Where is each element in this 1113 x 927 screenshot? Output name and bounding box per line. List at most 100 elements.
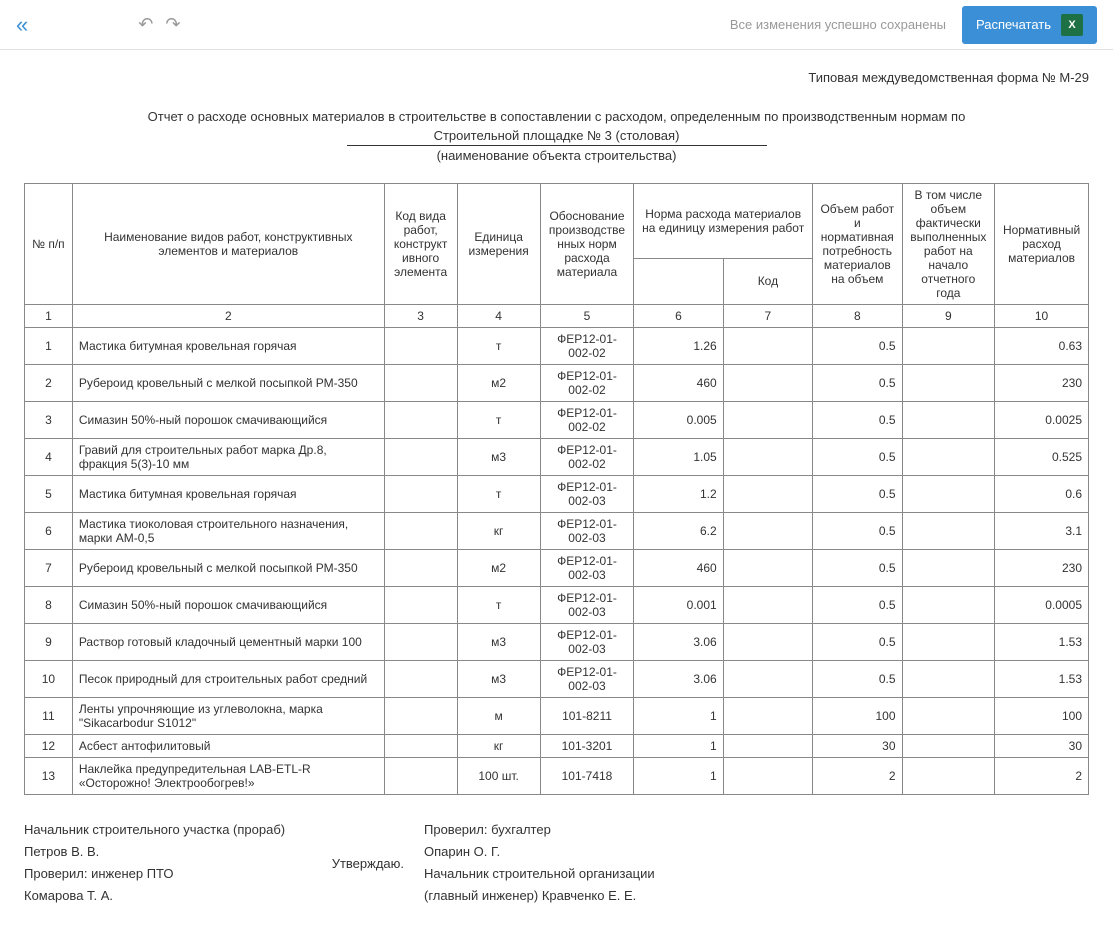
cell-basis: ФЕР12-01-002-03 — [540, 550, 634, 587]
cell-basis: 101-3201 — [540, 735, 634, 758]
cell-name: Наклейка предупредительная LAB-ETL-R «Ос… — [72, 758, 384, 795]
cell-basis: 101-7418 — [540, 758, 634, 795]
excel-icon: X — [1061, 14, 1083, 36]
cell-norm: 1 — [634, 698, 723, 735]
cell-vol: 100 — [813, 698, 902, 735]
cell-vol: 0.5 — [813, 661, 902, 698]
th-fact: В том числе объем фактически выполненных… — [902, 184, 995, 305]
cell-fact — [902, 550, 995, 587]
cell-normexp: 1.53 — [995, 661, 1089, 698]
sig-line: Начальник строительного участка (прораб) — [24, 819, 424, 841]
cell-normcode — [723, 439, 812, 476]
cell-num: 4 — [25, 439, 73, 476]
print-button[interactable]: Распечатать X — [962, 6, 1097, 44]
cell-fact — [902, 624, 995, 661]
sig-line: Начальник строительной организации — [424, 863, 1089, 885]
cell-normexp: 0.525 — [995, 439, 1089, 476]
cell-normexp: 1.53 — [995, 624, 1089, 661]
cell-normexp: 3.1 — [995, 513, 1089, 550]
cell-name: Рубероид кровельный с мелкой посыпкой РМ… — [72, 550, 384, 587]
cell-norm: 1.26 — [634, 328, 723, 365]
colnum: 6 — [634, 305, 723, 328]
cell-fact — [902, 735, 995, 758]
cell-unit: кг — [457, 513, 540, 550]
cell-normcode — [723, 735, 812, 758]
cell-normcode — [723, 587, 812, 624]
cell-norm: 1 — [634, 758, 723, 795]
table-row: 13Наклейка предупредительная LAB-ETL-R «… — [25, 758, 1089, 795]
cell-normexp: 0.0025 — [995, 402, 1089, 439]
cell-normcode — [723, 328, 812, 365]
sig-approve: Утверждаю. — [332, 853, 404, 875]
cell-basis: ФЕР12-01-002-03 — [540, 476, 634, 513]
table-row: 11Ленты упрочняющие из углеволокна, марк… — [25, 698, 1089, 735]
table-row: 9Раствор готовый кладочный цементный мар… — [25, 624, 1089, 661]
document-content: Типовая междуведомственная форма № М-29 … — [0, 50, 1113, 927]
cell-unit: м3 — [457, 439, 540, 476]
cell-vol: 0.5 — [813, 624, 902, 661]
th-norm: Норма расхода материалов на единицу изме… — [634, 184, 813, 259]
cell-code — [384, 735, 457, 758]
cell-name: Асбест антофилитовый — [72, 735, 384, 758]
cell-basis: ФЕР12-01-002-03 — [540, 513, 634, 550]
th-code: Код вида работ, конструкт ивного элемент… — [384, 184, 457, 305]
cell-name: Мастика битумная кровельная горячая — [72, 328, 384, 365]
cell-name: Ленты упрочняющие из углеволокна, марка … — [72, 698, 384, 735]
cell-basis: ФЕР12-01-002-02 — [540, 365, 634, 402]
cell-norm: 1.2 — [634, 476, 723, 513]
cell-normexp: 230 — [995, 365, 1089, 402]
th-vol: Объем работ и нормативная потребность ма… — [813, 184, 902, 305]
cell-normexp: 2 — [995, 758, 1089, 795]
cell-fact — [902, 513, 995, 550]
cell-vol: 0.5 — [813, 365, 902, 402]
cell-norm: 460 — [634, 550, 723, 587]
th-norm-code: Код — [723, 258, 812, 304]
cell-num: 9 — [25, 624, 73, 661]
cell-fact — [902, 661, 995, 698]
cell-name: Симазин 50%-ный порошок смачивающийся — [72, 402, 384, 439]
cell-normexp: 0.0005 — [995, 587, 1089, 624]
cell-vol: 0.5 — [813, 328, 902, 365]
sig-line: Опарин О. Г. — [424, 841, 1089, 863]
undo-icon[interactable]: ↶ — [138, 14, 153, 35]
cell-vol: 30 — [813, 735, 902, 758]
cell-norm: 0.005 — [634, 402, 723, 439]
cell-name: Мастика битумная кровельная горячая — [72, 476, 384, 513]
cell-code — [384, 550, 457, 587]
cell-code — [384, 698, 457, 735]
cell-num: 3 — [25, 402, 73, 439]
colnum: 7 — [723, 305, 812, 328]
collapse-icon[interactable]: « — [16, 12, 28, 38]
colnum: 3 — [384, 305, 457, 328]
cell-code — [384, 439, 457, 476]
cell-norm: 1.05 — [634, 439, 723, 476]
cell-num: 5 — [25, 476, 73, 513]
cell-name: Раствор готовый кладочный цементный марк… — [72, 624, 384, 661]
object-name: Строительной площадке № 3 (столовая) — [347, 128, 767, 146]
toolbar: « ↶ ↷ Все изменения успешно сохранены Ра… — [0, 0, 1113, 50]
table-row: 8Симазин 50%-ный порошок смачивающийсятФ… — [25, 587, 1089, 624]
signatures-right: Проверил: бухгалтер Опарин О. Г. Начальн… — [424, 819, 1089, 907]
th-name: Наименование видов работ, конструктивных… — [72, 184, 384, 305]
cell-code — [384, 328, 457, 365]
cell-normcode — [723, 661, 812, 698]
cell-normexp: 0.6 — [995, 476, 1089, 513]
cell-num: 1 — [25, 328, 73, 365]
th-num: № п/п — [25, 184, 73, 305]
th-norm-empty — [634, 258, 723, 304]
cell-num: 13 — [25, 758, 73, 795]
cell-norm: 6.2 — [634, 513, 723, 550]
cell-basis: ФЕР12-01-002-02 — [540, 439, 634, 476]
cell-code — [384, 402, 457, 439]
table-row: 1Мастика битумная кровельная горячаятФЕР… — [25, 328, 1089, 365]
th-normexp: Нормативный расход материалов — [995, 184, 1089, 305]
cell-normcode — [723, 513, 812, 550]
cell-code — [384, 758, 457, 795]
cell-fact — [902, 402, 995, 439]
cell-unit: м3 — [457, 624, 540, 661]
redo-icon[interactable]: ↷ — [165, 14, 180, 35]
cell-num: 11 — [25, 698, 73, 735]
cell-code — [384, 661, 457, 698]
cell-unit: кг — [457, 735, 540, 758]
cell-name: Рубероид кровельный с мелкой посыпкой РМ… — [72, 365, 384, 402]
